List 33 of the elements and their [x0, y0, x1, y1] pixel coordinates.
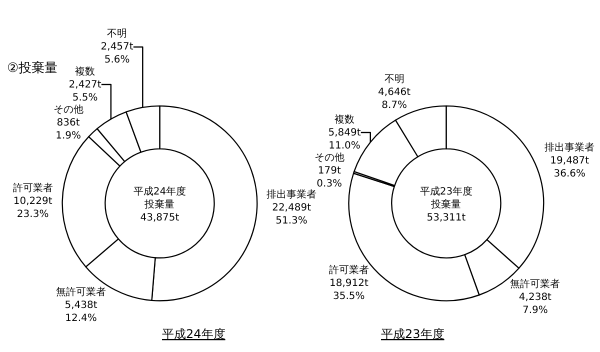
- text: 平成24年度: [162, 327, 226, 341]
- slice-label: 無許可業者: [56, 286, 106, 298]
- text: 53,311t: [426, 212, 466, 224]
- data-label: 4,646t 8.7%: [378, 86, 411, 111]
- slice-label: 許可業者: [12, 182, 53, 194]
- slice-label: 無許可業者: [510, 278, 560, 290]
- data-label: 4,238t 7.9%: [518, 292, 552, 316]
- data-label: 2,457t 5.6%: [100, 42, 134, 66]
- data-label: 18,912t 35.5%: [329, 278, 368, 302]
- data-label: 5,438t 12.4%: [64, 300, 98, 324]
- data-label: 5,849t 11.0%: [328, 127, 361, 152]
- slice-label: 複数: [75, 66, 96, 78]
- slice-label: 不明: [107, 28, 128, 40]
- slice-label: 許可業者: [328, 264, 369, 276]
- data-label: 19,487t 36.6%: [550, 155, 590, 180]
- slice-label: その他: [53, 104, 84, 116]
- text: 平成23年度: [381, 327, 444, 341]
- text: 43,875t: [140, 212, 180, 224]
- text: 投棄量: [144, 198, 175, 210]
- text: 平成24年度: [133, 185, 186, 198]
- text: ②投棄量: [7, 60, 58, 76]
- data-label: 836t 1.9%: [56, 118, 82, 142]
- data-label: 179t 0.3%: [316, 165, 342, 190]
- slice-label: 排出事業者: [266, 188, 317, 200]
- data-label: 22,489t 51.3%: [272, 202, 312, 226]
- slice-label: 複数: [334, 113, 355, 126]
- slice-label: 不明: [384, 74, 404, 85]
- text: 投棄量: [430, 198, 462, 210]
- text: 平成23年度: [420, 185, 473, 198]
- slice-label: 排出事業者: [544, 141, 595, 154]
- data-label: 10,229t 23.3%: [13, 196, 52, 220]
- slice-label: その他: [314, 151, 344, 164]
- data-label: 2,427t 5.5%: [68, 80, 102, 104]
